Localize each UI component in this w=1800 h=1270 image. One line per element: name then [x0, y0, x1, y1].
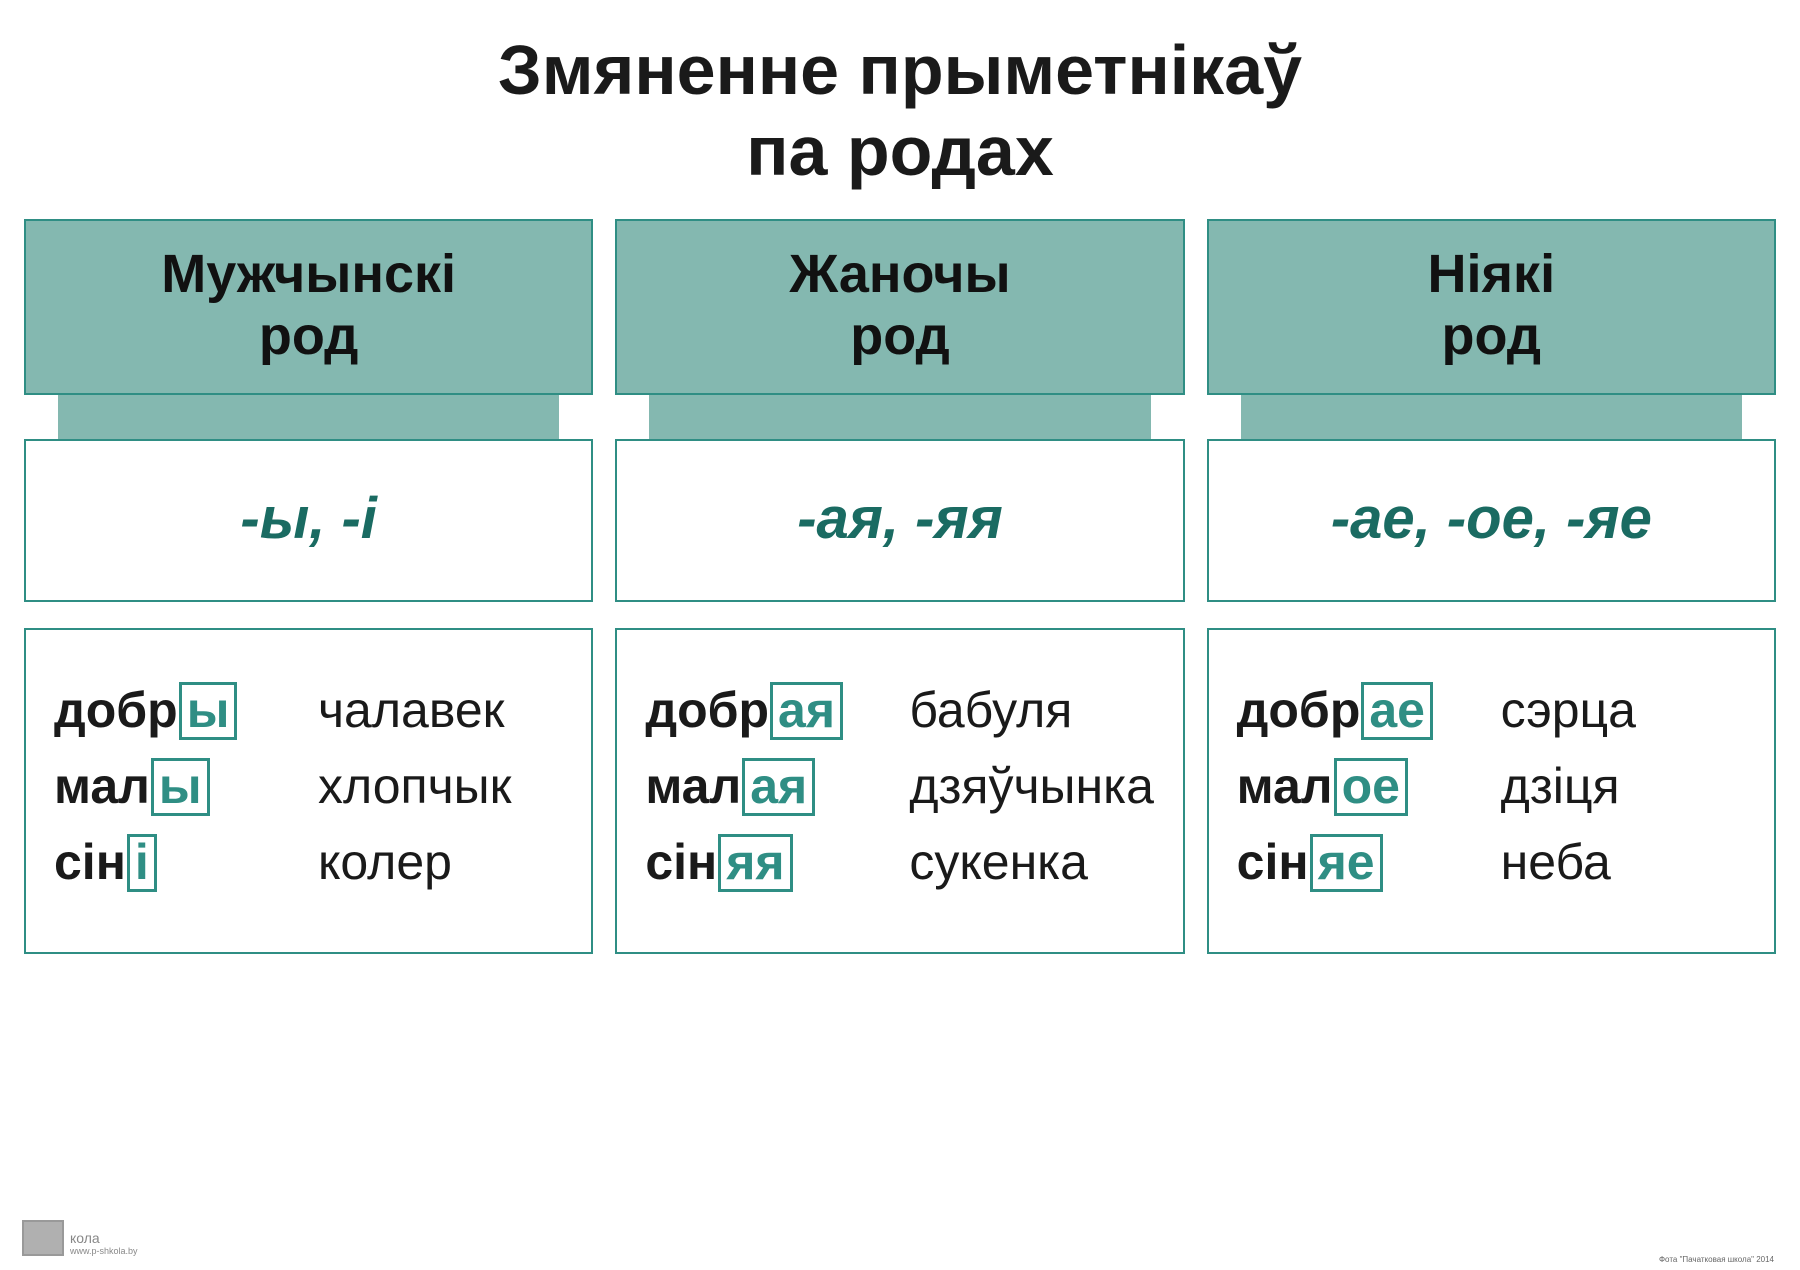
- adjective: сіняе: [1237, 834, 1477, 892]
- suffix-box: яе: [1310, 834, 1383, 892]
- connector-bar: [58, 395, 559, 439]
- footer-logo: кола www.p-shkola.by: [22, 1220, 138, 1256]
- endings-text: -ае, -ое, -яе: [1331, 486, 1652, 551]
- header-line-1: Жаночы: [789, 244, 1010, 304]
- suffix-box: ое: [1334, 758, 1408, 816]
- endings-text: -ы, -і: [240, 486, 377, 551]
- column-header: Мужчынскі род: [24, 219, 593, 395]
- adjective: добрая: [645, 682, 885, 740]
- stem: сін: [1237, 834, 1309, 890]
- suffix-box: ая: [770, 682, 843, 740]
- columns-grid: Мужчынскі род -ы, -і добры чалавек малы …: [20, 219, 1780, 954]
- noun: колер: [318, 837, 452, 887]
- noun: хлопчык: [318, 761, 511, 811]
- stem: мал: [54, 758, 150, 814]
- logo-label: кола: [70, 1230, 138, 1246]
- stem: сін: [645, 834, 717, 890]
- endings-box: -ая, -яя: [615, 439, 1184, 602]
- adjective: добрае: [1237, 682, 1477, 740]
- example-row: сіняя сукенка: [645, 834, 1162, 892]
- header-line-2: род: [850, 306, 950, 366]
- column-header: Жаночы род: [615, 219, 1184, 395]
- suffix-box: ы: [179, 682, 238, 740]
- example-row: добрая бабуля: [645, 682, 1162, 740]
- noun: дзіця: [1501, 761, 1620, 811]
- noun: сукенка: [909, 837, 1088, 887]
- noun: бабуля: [909, 685, 1072, 735]
- suffix-box: ае: [1361, 682, 1433, 740]
- stem: сін: [54, 834, 126, 890]
- example-row: сіні колер: [54, 834, 571, 892]
- adjective: добры: [54, 682, 294, 740]
- footer-right: Фота "Пачатковая школа" 2014: [1659, 1255, 1774, 1264]
- endings-box: -ае, -ое, -яе: [1207, 439, 1776, 602]
- noun: дзяўчынка: [909, 761, 1154, 811]
- example-row: добры чалавек: [54, 682, 571, 740]
- column-masculine: Мужчынскі род -ы, -і добры чалавек малы …: [24, 219, 593, 954]
- suffix-box: ая: [742, 758, 815, 816]
- suffix-box: яя: [718, 834, 792, 892]
- title-line-1: Змяненне прыметнікаў: [498, 31, 1302, 109]
- header-line-2: род: [259, 306, 359, 366]
- example-row: малое дзіця: [1237, 758, 1754, 816]
- connector-bar: [649, 395, 1150, 439]
- stem: добр: [645, 682, 769, 738]
- endings-box: -ы, -і: [24, 439, 593, 602]
- header-line-1: Мужчынскі: [161, 244, 456, 304]
- title-line-2: па родах: [746, 112, 1054, 190]
- examples-box: добрае сэрца малое дзіця сіняе неба: [1207, 628, 1776, 954]
- stem: добр: [1237, 682, 1361, 738]
- stem: мал: [645, 758, 741, 814]
- connector-bar: [1241, 395, 1742, 439]
- column-feminine: Жаночы род -ая, -яя добрая бабуля малая …: [615, 219, 1184, 954]
- examples-box: добры чалавек малы хлопчык сіні колер: [24, 628, 593, 954]
- example-row: малая дзяўчынка: [645, 758, 1162, 816]
- suffix-box: ы: [151, 758, 210, 816]
- header-line-2: род: [1442, 306, 1542, 366]
- suffix-box: і: [127, 834, 157, 892]
- page: Змяненне прыметнікаў па родах Мужчынскі …: [0, 0, 1800, 1270]
- example-row: сіняе неба: [1237, 834, 1754, 892]
- logo-url: www.p-shkola.by: [70, 1246, 138, 1256]
- adjective: сіняя: [645, 834, 885, 892]
- page-title: Змяненне прыметнікаў па родах: [20, 30, 1780, 191]
- header-line-1: Ніякі: [1428, 244, 1556, 304]
- stem: мал: [1237, 758, 1333, 814]
- examples-box: добрая бабуля малая дзяўчынка сіняя суке…: [615, 628, 1184, 954]
- adjective: сіні: [54, 834, 294, 892]
- noun: чалавек: [318, 685, 505, 735]
- example-row: добрае сэрца: [1237, 682, 1754, 740]
- adjective: малы: [54, 758, 294, 816]
- column-header: Ніякі род: [1207, 219, 1776, 395]
- adjective: малая: [645, 758, 885, 816]
- example-row: малы хлопчык: [54, 758, 571, 816]
- noun: неба: [1501, 837, 1611, 887]
- logo-icon: [22, 1220, 64, 1256]
- noun: сэрца: [1501, 685, 1636, 735]
- adjective: малое: [1237, 758, 1477, 816]
- endings-text: -ая, -яя: [797, 486, 1003, 551]
- column-neuter: Ніякі род -ае, -ое, -яе добрае сэрца мал…: [1207, 219, 1776, 954]
- stem: добр: [54, 682, 178, 738]
